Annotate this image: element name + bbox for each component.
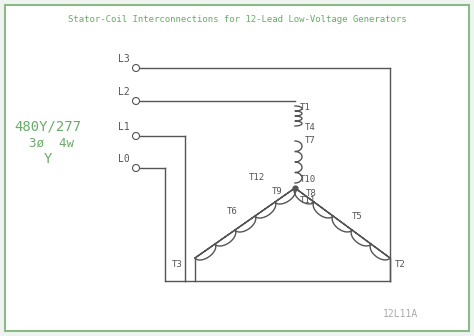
Text: L0: L0 bbox=[118, 154, 130, 164]
Text: T9: T9 bbox=[272, 186, 283, 196]
Text: T12: T12 bbox=[249, 173, 265, 182]
Text: L1: L1 bbox=[118, 122, 130, 132]
Text: T4: T4 bbox=[305, 123, 316, 132]
Text: T7: T7 bbox=[305, 136, 316, 145]
Text: T5: T5 bbox=[352, 212, 363, 221]
Text: Y: Y bbox=[44, 152, 52, 166]
Text: T3: T3 bbox=[172, 260, 183, 269]
Text: T11: T11 bbox=[300, 196, 316, 205]
Text: T10: T10 bbox=[300, 175, 316, 184]
Text: L3: L3 bbox=[118, 54, 130, 64]
Text: T2: T2 bbox=[395, 260, 406, 269]
Text: T1: T1 bbox=[300, 103, 311, 112]
Text: 12L11A: 12L11A bbox=[383, 309, 418, 319]
Text: L2: L2 bbox=[118, 87, 130, 97]
Text: Stator-Coil Interconnections for 12-Lead Low-Voltage Generators: Stator-Coil Interconnections for 12-Lead… bbox=[68, 15, 406, 25]
Text: T8: T8 bbox=[306, 188, 317, 198]
Text: 3ø  4w: 3ø 4w bbox=[29, 136, 74, 150]
Text: T6: T6 bbox=[227, 208, 238, 216]
Text: 480Y/277: 480Y/277 bbox=[15, 119, 82, 133]
